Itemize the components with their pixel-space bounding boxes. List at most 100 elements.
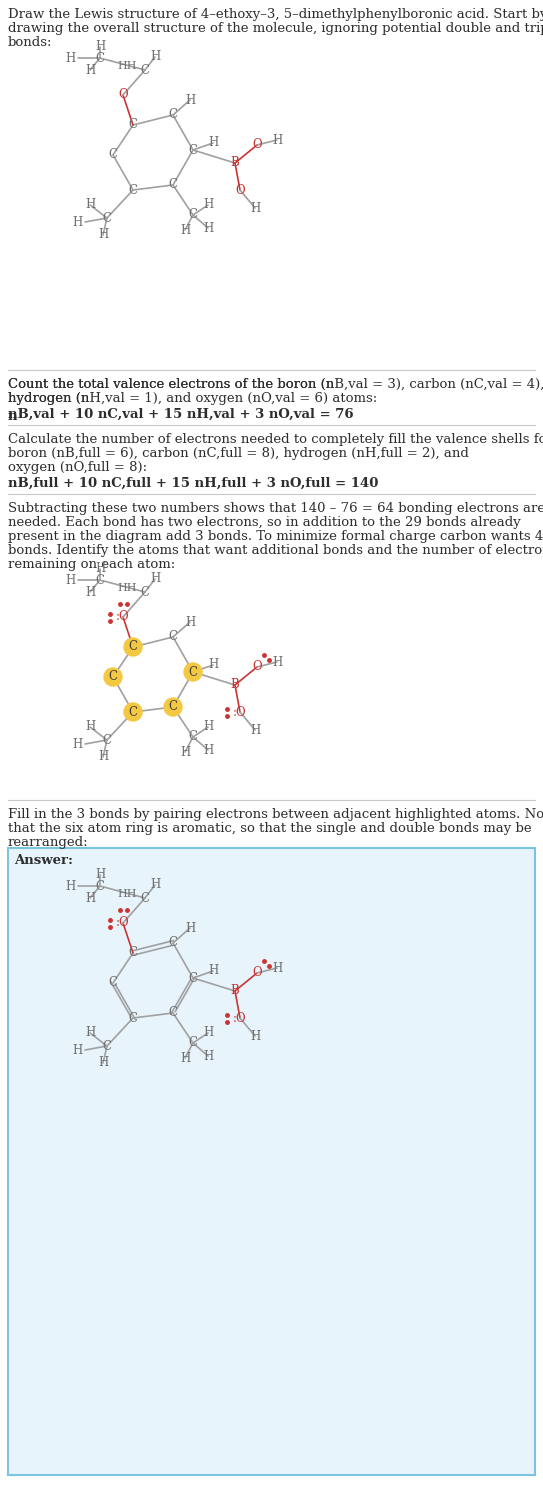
Text: C: C <box>129 705 137 719</box>
FancyBboxPatch shape <box>8 848 535 1475</box>
Text: drawing the overall structure of the molecule, ignoring potential double and tri: drawing the overall structure of the mol… <box>8 22 543 36</box>
Circle shape <box>164 698 182 716</box>
Text: H: H <box>272 134 282 146</box>
Text: Count the total valence electrons of the boron (n: Count the total valence electrons of the… <box>8 378 334 391</box>
Text: H: H <box>95 562 105 576</box>
Text: H: H <box>203 222 213 235</box>
Text: H: H <box>85 64 95 76</box>
Text: H: H <box>150 573 160 585</box>
Text: H: H <box>208 964 218 978</box>
Text: B: B <box>231 156 239 170</box>
Text: H: H <box>203 198 213 211</box>
Text: H: H <box>66 52 76 64</box>
Text: C: C <box>96 52 104 64</box>
Text: H: H <box>98 1056 108 1070</box>
Text: H: H <box>250 1030 260 1043</box>
Text: :O: :O <box>233 705 247 719</box>
Text: C: C <box>129 183 137 196</box>
Text: C: C <box>129 1012 137 1025</box>
Text: C: C <box>109 671 117 683</box>
Text: O: O <box>252 967 262 979</box>
Text: Answer:: Answer: <box>14 854 73 868</box>
Text: H: H <box>250 723 260 737</box>
Text: :O: :O <box>116 610 130 623</box>
Text: H: H <box>203 744 213 756</box>
Text: Count the total valence electrons of the boron (nB,val = 3), carbon (nC,val = 4): Count the total valence electrons of the… <box>8 378 543 391</box>
Text: C: C <box>129 640 137 653</box>
Text: needed. Each bond has two electrons, so in addition to the 29 bonds already: needed. Each bond has two electrons, so … <box>8 516 521 530</box>
Text: Calculate the number of electrons needed to completely fill the valence shells f: Calculate the number of electrons needed… <box>8 433 543 446</box>
Text: bonds:: bonds: <box>8 36 53 49</box>
Text: H: H <box>95 869 105 881</box>
Text: hydrogen (nH,val = 1), and oxygen (nO,val = 6) atoms:: hydrogen (nH,val = 1), and oxygen (nO,va… <box>8 391 377 405</box>
Text: nB,val + 10 nC,val + 15 nH,val + 3 nO,val = 76: nB,val + 10 nC,val + 15 nH,val + 3 nO,va… <box>8 408 353 421</box>
Text: H: H <box>98 750 108 763</box>
Text: Subtracting these two numbers shows that 140 – 76 = 64 bonding electrons are: Subtracting these two numbers shows that… <box>8 501 543 515</box>
Text: C: C <box>103 211 111 225</box>
Text: hydrogen (n: hydrogen (n <box>8 391 90 405</box>
Circle shape <box>124 638 142 656</box>
Text: C: C <box>103 1040 111 1052</box>
Text: H: H <box>98 229 108 241</box>
Text: H: H <box>85 720 95 734</box>
Text: H: H <box>73 1043 83 1056</box>
Text: H: H <box>185 94 195 107</box>
Text: H: H <box>272 656 282 668</box>
Text: C: C <box>109 976 117 990</box>
Text: O: O <box>252 661 262 674</box>
Text: H: H <box>66 573 76 586</box>
Text: H: H <box>95 40 105 54</box>
Text: H: H <box>73 216 83 229</box>
Text: O: O <box>252 138 262 152</box>
Text: C: C <box>141 64 149 76</box>
Text: C: C <box>168 109 178 122</box>
Text: C: C <box>103 734 111 747</box>
Text: C: C <box>188 143 198 156</box>
Text: H: H <box>250 201 260 214</box>
Text: H: H <box>272 961 282 975</box>
Text: HH: HH <box>118 61 137 71</box>
Text: oxygen (nO,full = 8):: oxygen (nO,full = 8): <box>8 461 147 475</box>
Text: H: H <box>150 878 160 891</box>
Text: C: C <box>141 585 149 598</box>
Text: present in the diagram add 3 bonds. To minimize formal charge carbon wants 4: present in the diagram add 3 bonds. To m… <box>8 530 543 543</box>
Text: HH: HH <box>118 888 137 899</box>
Text: C: C <box>96 573 104 586</box>
Text: C: C <box>188 208 198 222</box>
Text: C: C <box>188 972 198 985</box>
Text: n: n <box>8 411 17 423</box>
Text: O: O <box>235 183 245 196</box>
Text: H: H <box>85 891 95 905</box>
Text: H: H <box>185 616 195 628</box>
Text: H: H <box>208 659 218 671</box>
Text: C: C <box>129 119 137 131</box>
Text: C: C <box>168 936 178 949</box>
Text: C: C <box>168 631 178 643</box>
Text: H: H <box>150 51 160 64</box>
Text: H: H <box>180 1052 190 1064</box>
Text: H: H <box>203 1049 213 1062</box>
Text: H: H <box>185 921 195 934</box>
Text: rearranged:: rearranged: <box>8 836 89 850</box>
Text: :O: :O <box>233 1012 247 1025</box>
Text: Draw the Lewis structure of 4–ethoxy–3, 5–dimethylphenylboronic acid. Start by: Draw the Lewis structure of 4–ethoxy–3, … <box>8 7 543 21</box>
Text: H: H <box>85 1027 95 1040</box>
Circle shape <box>124 702 142 722</box>
Text: :O: :O <box>116 917 130 930</box>
Text: nB,full + 10 nC,full + 15 nH,full + 3 nO,full = 140: nB,full + 10 nC,full + 15 nH,full + 3 nO… <box>8 478 378 490</box>
Text: C: C <box>168 701 178 714</box>
Text: B: B <box>231 985 239 997</box>
Text: H: H <box>85 198 95 211</box>
Text: H: H <box>203 720 213 734</box>
Text: H: H <box>180 745 190 759</box>
Text: O: O <box>118 88 128 101</box>
Text: Fill in the 3 bonds by pairing electrons between adjacent highlighted atoms. Not: Fill in the 3 bonds by pairing electrons… <box>8 808 543 821</box>
Text: C: C <box>188 1037 198 1049</box>
Text: H: H <box>180 223 190 237</box>
Text: C: C <box>168 179 178 192</box>
Circle shape <box>104 668 122 686</box>
Text: B: B <box>231 679 239 692</box>
Text: bonds. Identify the atoms that want additional bonds and the number of electrons: bonds. Identify the atoms that want addi… <box>8 545 543 557</box>
Text: boron (nB,full = 6), carbon (nC,full = 8), hydrogen (nH,full = 2), and: boron (nB,full = 6), carbon (nC,full = 8… <box>8 446 469 460</box>
Text: C: C <box>188 665 198 679</box>
